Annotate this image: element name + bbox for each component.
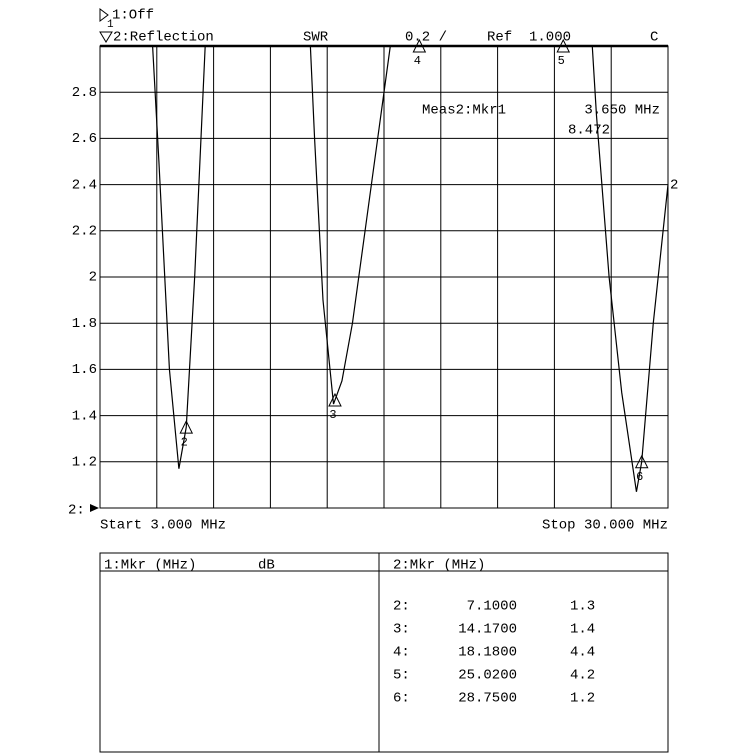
row-value: 1.3 [570,599,595,615]
trace1-status: 1:Off [112,8,154,24]
channel-marker: 1 [107,19,114,31]
y-tick-label: 1.2 [72,455,97,471]
marker [634,454,649,469]
marker [556,38,571,53]
row-marker: 4: [393,645,410,661]
y-tick-label: 2.4 [72,177,97,193]
y-tick-label: 1.8 [72,316,97,332]
trace2-status: 2:Reflection [113,30,214,46]
trace1-icon [99,8,109,22]
row-value: 1.2 [570,691,595,707]
marker-label: 2 [181,435,188,449]
marker-frequency: 3.650 MHz [584,103,660,119]
ref-position: 2: [68,503,85,519]
left-unit: dB [258,558,275,574]
right-header: 2:Mkr (MHz) [393,558,485,574]
marker-label: 4 [414,54,421,68]
coupling: C [650,30,658,46]
trace-label: 2 [670,177,678,193]
marker-table [99,552,669,753]
marker-label: 3 [329,408,336,422]
row-frequency: 18.1800 [458,645,517,661]
trace [100,45,669,492]
row-frequency: 14.1700 [458,622,517,638]
y-tick-label: 2.2 [72,224,97,240]
marker [179,420,194,434]
row-marker: 5: [393,668,410,684]
y-tick-label: 1.6 [72,362,97,378]
row-marker: 2: [393,599,410,615]
scale: 0.2 / [405,30,447,46]
row-frequency: 28.7500 [458,691,517,707]
left-header: 1:Mkr (MHz) [104,558,196,574]
marker-label: 6 [636,470,643,484]
row-marker: 6: [393,691,410,707]
row-value: 4.2 [570,668,595,684]
marker [328,392,342,407]
ref-arrow [90,504,99,512]
y-tick-label: 2 [89,270,97,286]
y-tick-label: 1.4 [72,408,97,424]
row-marker: 3: [393,622,410,638]
stop-label: Stop 30.000 MHz [542,518,668,534]
marker-value: 8.472 [568,123,610,139]
row-frequency: 7.1000 [467,599,517,615]
y-tick-label: 2.6 [72,131,97,147]
trace2-icon [99,31,113,43]
marker [412,38,427,53]
reference: Ref 1.000 [487,30,571,46]
row-value: 1.4 [570,622,595,638]
row-value: 4.4 [570,645,595,661]
marker-label: 5 [558,54,565,68]
measurement: Meas2:Mkr1 [422,103,506,119]
start-label: Start 3.000 MHz [100,518,226,534]
y-tick-label: 2.8 [72,85,97,101]
format: SWR [303,30,329,46]
row-frequency: 25.0200 [458,668,517,684]
